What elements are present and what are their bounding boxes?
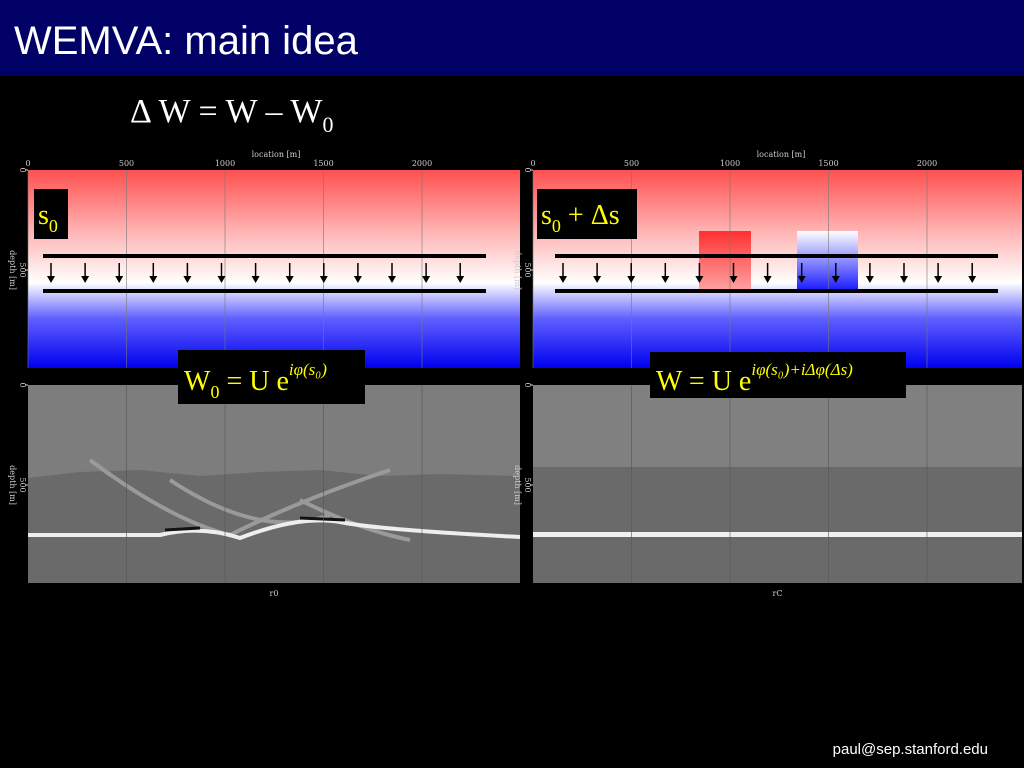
arrow-head [422,276,431,283]
annotation-rest: + Δs [561,200,620,231]
arrow-head [353,276,362,283]
formula-main: W [184,366,211,397]
formula-main: W = U e [656,366,751,397]
annotation: s0 [38,200,58,236]
arrow-head [81,276,90,283]
equation-text: Δ W = W – W [130,93,323,130]
y-axis-label: depth [m] [513,250,522,290]
y-axis-label: depth [m] [513,465,522,505]
y-tick-label: 500 [18,262,27,277]
slowness-anomaly [699,231,751,289]
label-box [34,189,68,239]
equation-subscript: 0 [322,112,333,137]
arrow-head [593,276,602,283]
x-axis-label: location [m] [252,150,301,159]
arrow-head [217,276,226,283]
x-axis-label: location [m] [757,150,806,159]
x-tick-label: 0 [25,159,30,168]
arrow-head [831,276,840,283]
arrow-head [661,276,670,283]
slowness-anomaly [797,231,858,289]
formula-sub: 0 [210,382,219,402]
arrow-head [285,276,294,283]
panel-caption: r0 [270,589,279,598]
formula-box [178,350,365,404]
footer-email: paul@sep.stanford.edu [833,741,988,758]
annotation: s0 + Δs [541,200,620,236]
arrow-head [149,276,158,283]
arrow-head [183,276,192,283]
formula: W = U eiφ(s₀)+iΔφ(Δs) [656,360,853,397]
y-tick-label: 0 [523,382,532,387]
arrow-head [319,276,328,283]
slide-title: WEMVA: main idea [14,19,359,63]
arrow-head [627,276,636,283]
formula-rest: = U e [219,366,288,397]
arrow-head [695,276,704,283]
reflector [533,532,1022,537]
x-tick-label: 2000 [917,159,937,168]
equation: Δ W = W – W0 [130,93,333,137]
formula-sup: iφ(s₀) [289,360,327,379]
arrow-head [456,276,465,283]
y-axis-label: depth [m] [8,250,17,290]
x-tick-label: 500 [624,159,639,168]
annotation-main: s [38,200,49,231]
y-tick-label: 500 [18,477,27,492]
arrow-head [251,276,260,283]
annotation-sub: 0 [49,216,58,236]
arrow-head [900,276,908,283]
arrow-head [865,276,874,283]
velocity-image [28,170,520,368]
arrow-head [729,276,738,283]
arrow-head [968,276,977,283]
arrow-head [115,276,124,283]
annotation-sub: 0 [552,216,561,236]
reflector-shadow [164,516,346,532]
y-tick-label: 0 [523,167,532,172]
formula: W0 = U eiφ(s₀) [184,360,327,402]
y-tick-label: 500 [523,477,532,492]
arrow-head [934,276,943,283]
formula-sup: iφ(s₀)+iΔφ(Δs) [751,360,853,379]
arrow-head [559,276,567,283]
x-tick-label: 1000 [720,159,740,168]
image-layer [533,467,1022,583]
arrow-head [388,276,396,283]
label-box [537,189,637,239]
reflector [28,518,521,541]
arrow-head [47,276,55,283]
x-tick-label: 1000 [215,159,235,168]
image-artifact [88,458,411,542]
x-tick-label: 500 [119,159,134,168]
panel-caption: rC [773,589,783,598]
y-tick-label: 0 [18,382,27,387]
y-tick-label: 0 [18,167,27,172]
x-tick-label: 2000 [412,159,432,168]
y-axis-label: depth [m] [8,465,17,505]
annotation-main: s [541,200,552,231]
x-tick-label: 0 [530,159,535,168]
x-tick-label: 1500 [313,159,333,168]
arrow-head [763,276,772,283]
x-tick-label: 1500 [818,159,838,168]
y-tick-label: 500 [523,262,532,277]
arrow-head [797,276,806,283]
formula-box [650,352,906,398]
title-bar [0,0,1024,76]
